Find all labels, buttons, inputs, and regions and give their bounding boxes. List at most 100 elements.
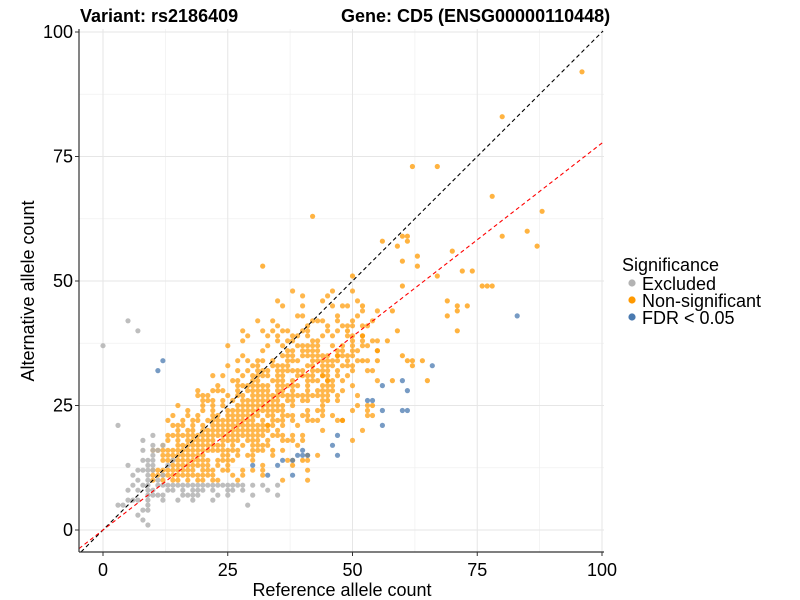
point-non-significant xyxy=(225,462,231,468)
point-fdr xyxy=(295,452,301,458)
point-non-significant xyxy=(195,477,201,483)
point-non-significant xyxy=(339,323,346,329)
point-non-significant xyxy=(275,298,281,304)
point-non-significant xyxy=(305,333,311,339)
point-non-significant xyxy=(210,477,216,483)
point-non-significant xyxy=(265,427,271,433)
point-fdr xyxy=(379,407,385,414)
point-non-significant xyxy=(265,343,271,349)
point-excluded xyxy=(140,437,146,443)
point-non-significant xyxy=(165,432,171,438)
legend-swatch-excluded xyxy=(628,279,636,287)
point-non-significant xyxy=(295,442,301,448)
point-non-significant xyxy=(210,427,216,433)
point-non-significant xyxy=(220,417,226,423)
point-non-significant xyxy=(329,358,336,364)
point-non-significant xyxy=(225,343,231,349)
point-excluded xyxy=(130,472,136,478)
point-excluded xyxy=(165,487,171,493)
point-non-significant xyxy=(305,477,311,483)
point-excluded xyxy=(145,487,151,493)
point-excluded xyxy=(240,487,246,493)
point-non-significant xyxy=(190,417,196,423)
point-non-significant xyxy=(200,442,206,448)
point-non-significant xyxy=(329,412,336,419)
point-non-significant xyxy=(464,303,470,309)
point-non-significant xyxy=(349,353,356,359)
point-fdr xyxy=(379,422,385,428)
point-non-significant xyxy=(310,338,316,344)
point-non-significant xyxy=(270,318,276,324)
point-non-significant xyxy=(349,338,356,344)
point-non-significant xyxy=(235,358,241,364)
point-non-significant xyxy=(320,427,326,433)
point-excluded xyxy=(250,492,256,498)
point-non-significant xyxy=(300,293,306,299)
point-non-significant xyxy=(255,388,261,394)
point-non-significant xyxy=(300,412,306,419)
point-non-significant xyxy=(245,427,251,433)
point-non-significant xyxy=(230,422,236,428)
point-non-significant xyxy=(225,432,231,438)
point-non-significant xyxy=(260,388,266,394)
point-non-significant xyxy=(220,447,226,453)
point-non-significant xyxy=(260,383,266,389)
point-non-significant xyxy=(210,373,216,379)
point-non-significant xyxy=(165,457,171,463)
point-non-significant xyxy=(280,353,286,359)
point-non-significant xyxy=(215,427,221,433)
point-non-significant xyxy=(300,353,306,359)
point-non-significant xyxy=(230,417,236,423)
point-non-significant xyxy=(250,447,256,453)
point-non-significant xyxy=(325,373,331,379)
point-non-significant xyxy=(320,402,326,409)
point-non-significant xyxy=(230,442,236,448)
point-non-significant xyxy=(200,477,206,483)
point-non-significant xyxy=(359,333,366,339)
point-non-significant xyxy=(310,368,316,374)
point-non-significant xyxy=(235,368,241,374)
point-non-significant xyxy=(255,427,261,433)
point-non-significant xyxy=(245,368,251,374)
point-non-significant xyxy=(175,462,181,468)
point-non-significant xyxy=(290,288,296,294)
point-non-significant xyxy=(250,383,256,389)
point-non-significant xyxy=(190,447,196,453)
point-non-significant xyxy=(315,353,321,359)
point-non-significant xyxy=(315,368,321,374)
point-non-significant xyxy=(359,308,366,314)
point-non-significant xyxy=(384,338,390,344)
point-excluded xyxy=(230,487,236,493)
point-non-significant xyxy=(290,412,296,419)
point-non-significant xyxy=(220,388,226,394)
point-non-significant xyxy=(170,412,176,419)
point-excluded xyxy=(150,462,156,468)
point-non-significant xyxy=(339,353,346,359)
point-non-significant xyxy=(320,388,326,394)
point-excluded xyxy=(260,482,266,488)
point-non-significant xyxy=(230,427,236,433)
point-non-significant xyxy=(409,363,415,369)
point-excluded xyxy=(160,492,166,498)
point-non-significant xyxy=(260,427,266,433)
point-non-significant xyxy=(399,258,405,264)
point-non-significant xyxy=(210,467,216,473)
point-non-significant xyxy=(359,338,366,344)
point-non-significant xyxy=(300,457,306,463)
point-non-significant xyxy=(175,432,181,438)
point-non-significant xyxy=(185,437,191,443)
point-non-significant xyxy=(300,368,306,374)
point-non-significant xyxy=(240,432,246,438)
point-non-significant xyxy=(295,383,301,389)
point-non-significant xyxy=(220,397,226,404)
point-non-significant xyxy=(315,417,321,423)
point-non-significant xyxy=(285,457,291,463)
point-non-significant xyxy=(310,417,316,423)
point-non-significant xyxy=(359,358,366,364)
point-non-significant xyxy=(235,402,241,409)
point-non-significant xyxy=(225,457,231,463)
point-non-significant xyxy=(255,318,261,324)
point-non-significant xyxy=(220,437,226,443)
point-non-significant xyxy=(290,402,296,409)
point-non-significant xyxy=(315,338,321,344)
